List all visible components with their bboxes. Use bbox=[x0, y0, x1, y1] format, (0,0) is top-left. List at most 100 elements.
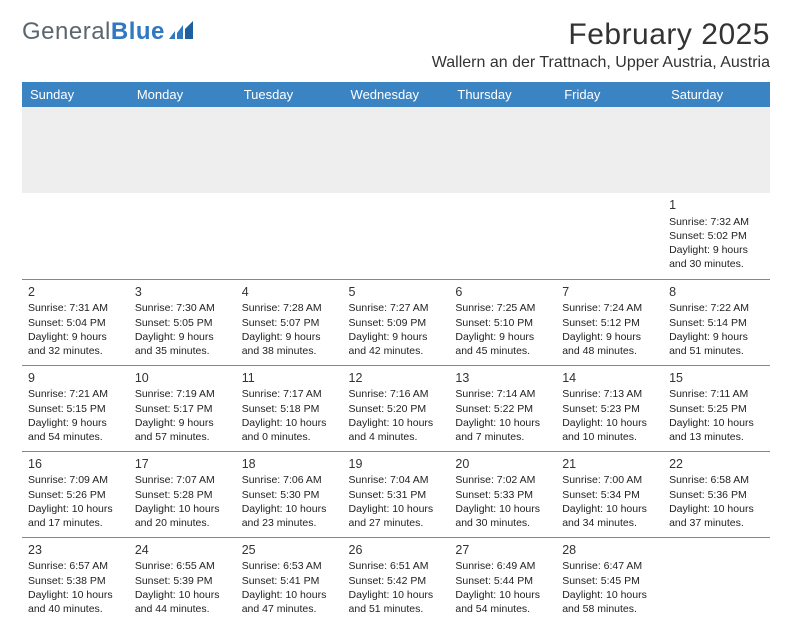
sunrise-text: Sunrise: 7:28 AM bbox=[242, 301, 337, 315]
brand-bars-icon bbox=[169, 21, 195, 39]
brand-name-a: General bbox=[22, 18, 111, 46]
daylight-text: Daylight: 10 hours bbox=[349, 416, 444, 430]
sunrise-text: Sunrise: 7:31 AM bbox=[28, 301, 123, 315]
sunrise-text: Sunrise: 6:55 AM bbox=[135, 559, 230, 573]
daylight-text: and 37 minutes. bbox=[669, 516, 764, 530]
daylight-text: and 27 minutes. bbox=[349, 516, 444, 530]
sunset-text: Sunset: 5:02 PM bbox=[669, 229, 764, 243]
daylight-text: and 40 minutes. bbox=[28, 602, 123, 616]
calendar-cell: 18Sunrise: 7:06 AMSunset: 5:30 PMDayligh… bbox=[236, 451, 343, 537]
daylight-text: and 30 minutes. bbox=[455, 516, 550, 530]
calendar-cell: 21Sunrise: 7:00 AMSunset: 5:34 PMDayligh… bbox=[556, 451, 663, 537]
sunrise-text: Sunrise: 7:30 AM bbox=[135, 301, 230, 315]
calendar-week: 16Sunrise: 7:09 AMSunset: 5:26 PMDayligh… bbox=[22, 451, 770, 537]
calendar-cell bbox=[22, 193, 129, 279]
sunset-text: Sunset: 5:33 PM bbox=[455, 488, 550, 502]
calendar-cell: 15Sunrise: 7:11 AMSunset: 5:25 PMDayligh… bbox=[663, 365, 770, 451]
daylight-text: Daylight: 9 hours bbox=[28, 330, 123, 344]
daylight-text: and 38 minutes. bbox=[242, 344, 337, 358]
daylight-text: Daylight: 10 hours bbox=[242, 588, 337, 602]
daylight-text: and 51 minutes. bbox=[349, 602, 444, 616]
sunset-text: Sunset: 5:15 PM bbox=[28, 402, 123, 416]
sunrise-text: Sunrise: 7:16 AM bbox=[349, 387, 444, 401]
day-number: 20 bbox=[455, 456, 550, 473]
calendar-cell: 27Sunrise: 6:49 AMSunset: 5:44 PMDayligh… bbox=[449, 537, 556, 623]
sunset-text: Sunset: 5:07 PM bbox=[242, 316, 337, 330]
sunset-text: Sunset: 5:10 PM bbox=[455, 316, 550, 330]
sunset-text: Sunset: 5:23 PM bbox=[562, 402, 657, 416]
calendar-empty-cell bbox=[343, 107, 450, 193]
sunrise-text: Sunrise: 6:47 AM bbox=[562, 559, 657, 573]
daylight-text: Daylight: 10 hours bbox=[562, 502, 657, 516]
day-number: 23 bbox=[28, 542, 123, 559]
day-number: 11 bbox=[242, 370, 337, 387]
col-tue: Tuesday bbox=[236, 82, 343, 107]
brand-logo: GeneralBlue bbox=[22, 18, 195, 46]
calendar-empty-cell bbox=[236, 107, 343, 193]
daylight-text: Daylight: 10 hours bbox=[669, 502, 764, 516]
calendar-cell bbox=[236, 193, 343, 279]
sunrise-text: Sunrise: 7:25 AM bbox=[455, 301, 550, 315]
calendar-cell: 4Sunrise: 7:28 AMSunset: 5:07 PMDaylight… bbox=[236, 279, 343, 365]
sunrise-text: Sunrise: 7:24 AM bbox=[562, 301, 657, 315]
day-number: 1 bbox=[669, 197, 764, 214]
day-number: 18 bbox=[242, 456, 337, 473]
sunset-text: Sunset: 5:31 PM bbox=[349, 488, 444, 502]
daylight-text: and 32 minutes. bbox=[28, 344, 123, 358]
calendar-week: 2Sunrise: 7:31 AMSunset: 5:04 PMDaylight… bbox=[22, 279, 770, 365]
calendar-cell: 28Sunrise: 6:47 AMSunset: 5:45 PMDayligh… bbox=[556, 537, 663, 623]
calendar-cell: 7Sunrise: 7:24 AMSunset: 5:12 PMDaylight… bbox=[556, 279, 663, 365]
month-title: February 2025 bbox=[432, 18, 770, 52]
calendar-cell: 17Sunrise: 7:07 AMSunset: 5:28 PMDayligh… bbox=[129, 451, 236, 537]
sunset-text: Sunset: 5:26 PM bbox=[28, 488, 123, 502]
calendar-empty-cell bbox=[449, 107, 556, 193]
daylight-text: and 54 minutes. bbox=[455, 602, 550, 616]
calendar-cell: 23Sunrise: 6:57 AMSunset: 5:38 PMDayligh… bbox=[22, 537, 129, 623]
sunset-text: Sunset: 5:17 PM bbox=[135, 402, 230, 416]
sunrise-text: Sunrise: 7:22 AM bbox=[669, 301, 764, 315]
calendar-cell: 20Sunrise: 7:02 AMSunset: 5:33 PMDayligh… bbox=[449, 451, 556, 537]
calendar-cell: 12Sunrise: 7:16 AMSunset: 5:20 PMDayligh… bbox=[343, 365, 450, 451]
sunset-text: Sunset: 5:36 PM bbox=[669, 488, 764, 502]
daylight-text: Daylight: 9 hours bbox=[349, 330, 444, 344]
calendar-cell: 26Sunrise: 6:51 AMSunset: 5:42 PMDayligh… bbox=[343, 537, 450, 623]
calendar-cell: 1Sunrise: 7:32 AMSunset: 5:02 PMDaylight… bbox=[663, 193, 770, 279]
daylight-text: Daylight: 10 hours bbox=[562, 588, 657, 602]
daylight-text: and 57 minutes. bbox=[135, 430, 230, 444]
day-number: 5 bbox=[349, 284, 444, 301]
daylight-text: Daylight: 10 hours bbox=[135, 588, 230, 602]
sunrise-text: Sunrise: 7:02 AM bbox=[455, 473, 550, 487]
calendar-cell: 5Sunrise: 7:27 AMSunset: 5:09 PMDaylight… bbox=[343, 279, 450, 365]
daylight-text: Daylight: 9 hours bbox=[455, 330, 550, 344]
col-fri: Friday bbox=[556, 82, 663, 107]
sunset-text: Sunset: 5:04 PM bbox=[28, 316, 123, 330]
sunset-text: Sunset: 5:22 PM bbox=[455, 402, 550, 416]
sunrise-text: Sunrise: 7:06 AM bbox=[242, 473, 337, 487]
sunset-text: Sunset: 5:12 PM bbox=[562, 316, 657, 330]
daylight-text: and 30 minutes. bbox=[669, 257, 764, 271]
sunset-text: Sunset: 5:42 PM bbox=[349, 574, 444, 588]
sunrise-text: Sunrise: 7:14 AM bbox=[455, 387, 550, 401]
day-number: 17 bbox=[135, 456, 230, 473]
sunset-text: Sunset: 5:38 PM bbox=[28, 574, 123, 588]
header: GeneralBlue February 2025 Wallern an der… bbox=[22, 18, 770, 72]
daylight-text: Daylight: 10 hours bbox=[349, 502, 444, 516]
day-number: 16 bbox=[28, 456, 123, 473]
daylight-text: and 0 minutes. bbox=[242, 430, 337, 444]
calendar-cell: 3Sunrise: 7:30 AMSunset: 5:05 PMDaylight… bbox=[129, 279, 236, 365]
calendar-body: 1Sunrise: 7:32 AMSunset: 5:02 PMDaylight… bbox=[22, 107, 770, 623]
day-number: 2 bbox=[28, 284, 123, 301]
calendar-cell: 10Sunrise: 7:19 AMSunset: 5:17 PMDayligh… bbox=[129, 365, 236, 451]
sunrise-text: Sunrise: 6:53 AM bbox=[242, 559, 337, 573]
sunrise-text: Sunrise: 7:04 AM bbox=[349, 473, 444, 487]
day-number: 10 bbox=[135, 370, 230, 387]
col-wed: Wednesday bbox=[343, 82, 450, 107]
sunrise-text: Sunrise: 7:11 AM bbox=[669, 387, 764, 401]
daylight-text: Daylight: 10 hours bbox=[455, 416, 550, 430]
calendar-week: 1Sunrise: 7:32 AMSunset: 5:02 PMDaylight… bbox=[22, 193, 770, 279]
sunset-text: Sunset: 5:14 PM bbox=[669, 316, 764, 330]
sunrise-text: Sunrise: 7:19 AM bbox=[135, 387, 230, 401]
col-sun: Sunday bbox=[22, 82, 129, 107]
calendar-cell: 13Sunrise: 7:14 AMSunset: 5:22 PMDayligh… bbox=[449, 365, 556, 451]
calendar-cell: 2Sunrise: 7:31 AMSunset: 5:04 PMDaylight… bbox=[22, 279, 129, 365]
